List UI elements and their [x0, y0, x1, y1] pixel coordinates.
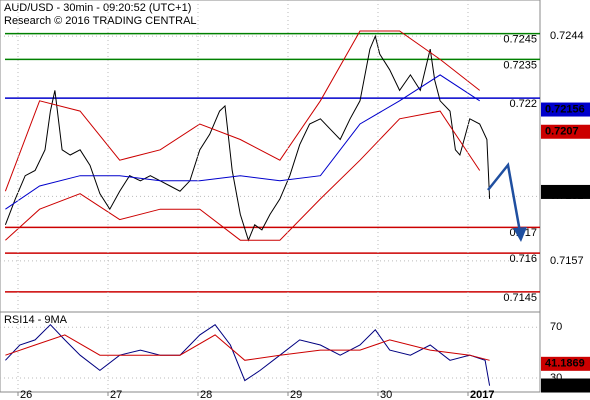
y-tick-label: 70	[550, 321, 562, 333]
series-line	[4, 30, 481, 192]
level-label: 0.722	[509, 98, 537, 110]
forecast-arrow	[487, 162, 522, 233]
chart-title: AUD/USD - 30min - 09:20:52 (UTC+1)	[4, 2, 191, 14]
price-marker-label: 24.1151	[545, 379, 584, 391]
x-tick-label: 28	[200, 389, 212, 400]
price-marker	[541, 124, 590, 139]
price-marker	[541, 356, 590, 371]
rsi-title: RSI14 - 9MA	[4, 314, 68, 326]
series-line	[5, 334, 490, 361]
price-marker	[541, 378, 590, 393]
x-tick-label: 27	[110, 389, 122, 400]
plot-frame	[0, 0, 541, 393]
y-tick-label: 0.7157	[550, 255, 584, 267]
x-tick-label: 26	[20, 389, 32, 400]
chart-subtitle: Research © 2016 TRADING CENTRAL	[4, 15, 197, 27]
price-marker-label: 41.1869	[545, 358, 585, 370]
x-tick-label: 30	[380, 389, 392, 400]
series-line	[4, 34, 491, 242]
level-label: 0.716	[509, 253, 537, 265]
price-marker-label: 0.71837	[545, 186, 585, 198]
x-tick-label: 2017	[470, 389, 494, 400]
series-line	[5, 74, 480, 210]
level-label: 0.7235	[503, 59, 537, 71]
y-tick-label: 0.7244	[550, 30, 584, 42]
price-marker-label: 0.72156	[545, 103, 585, 115]
price-marker	[541, 184, 590, 199]
price-marker-label: 0.7207	[545, 126, 579, 138]
forecast-arrowhead	[513, 227, 527, 242]
series-line	[5, 323, 491, 386]
price-marker	[541, 102, 590, 117]
x-tick-label: 29	[290, 389, 302, 400]
level-label: 0.7145	[503, 292, 537, 304]
series-line	[5, 110, 481, 241]
level-label: 0.7245	[503, 33, 537, 45]
